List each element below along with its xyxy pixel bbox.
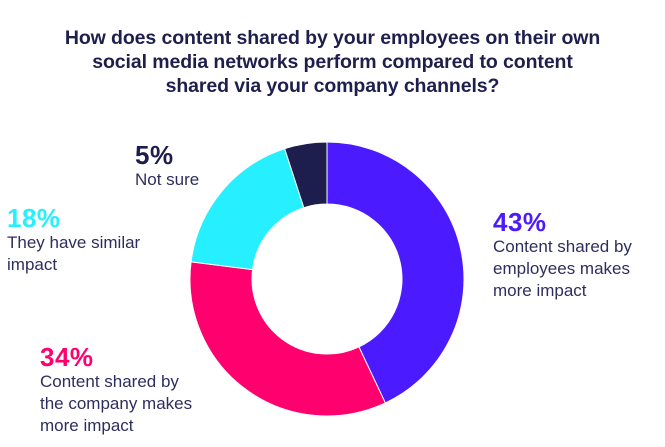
desc-similar-2: impact [7, 255, 58, 274]
desc-not-sure: Not sure [135, 170, 200, 189]
label-employees: 43% Content shared by employees makes mo… [493, 208, 632, 302]
slice-not-sure [284, 141, 328, 209]
label-not-sure: 5% Not sure [135, 141, 199, 191]
title-line-3: shared via your company channels? [165, 75, 500, 97]
slice-similar [190, 148, 305, 271]
slice-company [189, 261, 386, 417]
pct-not-sure: 5% [135, 140, 174, 170]
title-line-1: How does content shared by your employee… [64, 27, 601, 49]
pct-employees: 43% [493, 207, 547, 237]
desc-similar-1: They have similar [7, 233, 141, 252]
label-similar: 18% They have similar impact [7, 204, 140, 276]
desc-company-1: Content shared by [40, 372, 179, 391]
desc-employees-2: employees makes [493, 259, 631, 278]
chart-title: How does content shared by your employee… [0, 26, 665, 98]
slice-employees [326, 141, 465, 404]
title-line-2: social media networks perform compared t… [92, 51, 573, 73]
desc-employees-3: more impact [493, 281, 587, 300]
desc-company-2: the company makes [40, 394, 193, 413]
pct-company: 34% [40, 342, 94, 372]
desc-company-3: more impact [40, 416, 134, 435]
desc-employees-1: Content shared by [493, 237, 632, 256]
pct-similar: 18% [7, 203, 61, 233]
label-company: 34% Content shared by the company makes … [40, 343, 192, 437]
